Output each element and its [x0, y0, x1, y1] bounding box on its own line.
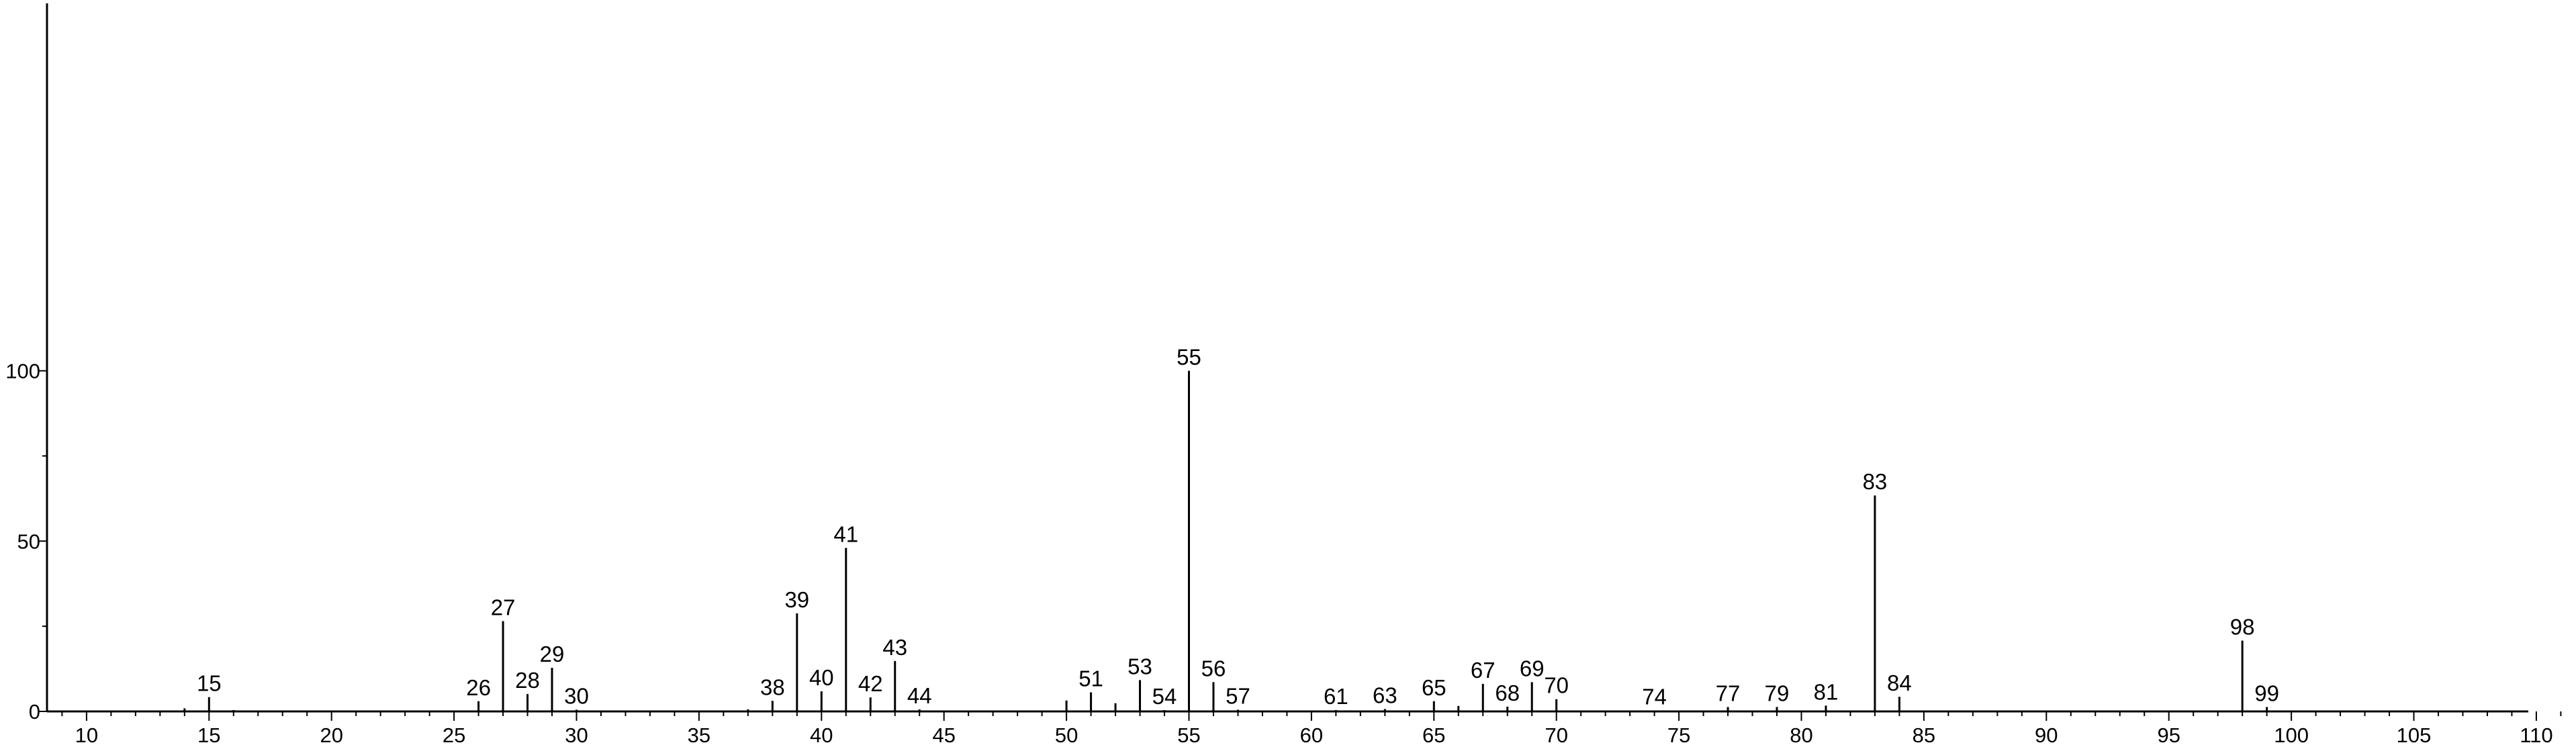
- y-axis-ticks: 0 50 100: [5, 360, 47, 723]
- x-tick-label: 50: [1055, 723, 1078, 747]
- x-tick-label: 60: [1300, 723, 1323, 747]
- peak-label: 55: [1177, 345, 1201, 370]
- x-tick-label: 25: [443, 723, 465, 747]
- x-tick-label: 55: [1177, 723, 1200, 747]
- peak-label: 70: [1544, 673, 1569, 698]
- peak-label: 61: [1324, 684, 1348, 709]
- peak-label: 99: [2254, 681, 2279, 705]
- peak-label: 67: [1471, 658, 1496, 683]
- peak-label: 84: [1887, 670, 1912, 695]
- peak-label: 29: [540, 642, 565, 666]
- peak-label: 79: [1765, 681, 1790, 705]
- peak-label: 51: [1078, 666, 1103, 691]
- peak-label: 42: [858, 671, 883, 696]
- y-tick-label: 100: [5, 360, 40, 383]
- peak-label: 65: [1422, 675, 1446, 700]
- x-tick-label: 110: [2520, 723, 2552, 747]
- peak-bars: [183, 370, 2268, 711]
- peak-label: 40: [809, 665, 834, 690]
- x-tick-label: 10: [75, 723, 98, 747]
- peak-label: 38: [760, 675, 785, 699]
- x-tick-label: 90: [2035, 723, 2058, 747]
- x-tick-label: 70: [1545, 723, 1567, 747]
- x-axis-ticks: 10 15 20 25 30 35 40 45 50 55 60 65 70 75 80 85 90 95 100 1…: [61, 711, 2562, 747]
- x-tick-label: 95: [2157, 723, 2180, 747]
- peak-label: 30: [564, 683, 589, 708]
- x-tick-label: 45: [932, 723, 955, 747]
- peak-label: 74: [1642, 684, 1667, 709]
- y-tick-label: 0: [29, 700, 40, 723]
- x-tick-label: 80: [1790, 723, 1812, 747]
- peak-label: 56: [1201, 656, 1226, 681]
- peak-label: 44: [907, 683, 932, 708]
- peak-label: 53: [1128, 654, 1152, 679]
- peak-label: 81: [1814, 679, 1839, 704]
- x-tick-label: 20: [320, 723, 342, 747]
- peak-label: 28: [515, 668, 540, 693]
- peak-label: 26: [466, 675, 491, 700]
- peak-label: 68: [1495, 681, 1520, 705]
- peak-label: 83: [1863, 469, 1888, 494]
- peak-label: 77: [1716, 681, 1741, 705]
- peak-label: 41: [833, 521, 858, 546]
- x-tick-label: 105: [2397, 723, 2432, 747]
- peak-label: 27: [491, 595, 516, 620]
- peak-label: 69: [1520, 656, 1545, 681]
- peak-label: 63: [1373, 683, 1397, 707]
- peak-label: 98: [2230, 614, 2255, 639]
- x-tick-label: 15: [197, 723, 220, 747]
- peak-label: 15: [197, 671, 222, 696]
- x-tick-label: 65: [1422, 723, 1445, 747]
- peak-label: 54: [1152, 684, 1177, 709]
- axes: 10 15 20 25 30 35 40 45 50 55 60 65 70 75 80 85 90 95 100 1…: [5, 3, 2562, 747]
- x-tick-label: 35: [688, 723, 710, 747]
- x-tick-label: 40: [810, 723, 833, 747]
- peak-label: 43: [882, 635, 907, 660]
- peak-label: 39: [784, 587, 809, 612]
- peak-label: 57: [1226, 683, 1250, 708]
- x-tick-label: 100: [2274, 723, 2309, 747]
- x-tick-label: 75: [1667, 723, 1690, 747]
- y-tick-label: 50: [17, 530, 40, 553]
- x-tick-label: 30: [565, 723, 588, 747]
- x-tick-label: 85: [1913, 723, 1935, 747]
